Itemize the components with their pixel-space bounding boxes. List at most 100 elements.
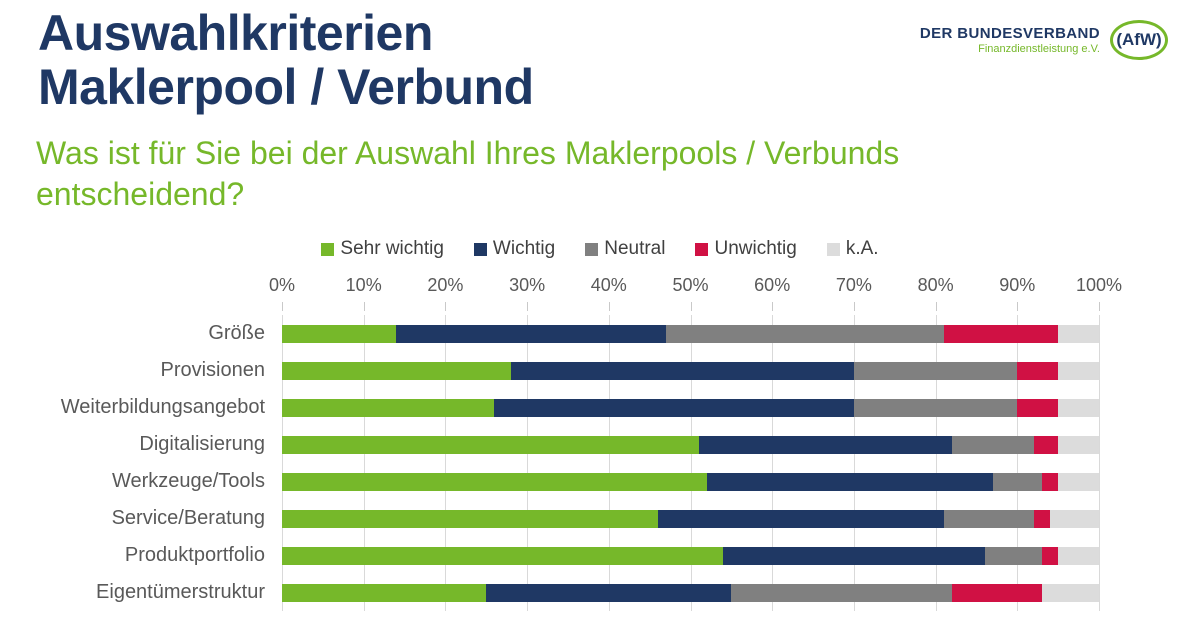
category-label: Werkzeuge/Tools <box>111 470 265 492</box>
category-label: Produktportfolio <box>124 544 265 566</box>
bar-segment-neutral <box>984 546 1042 565</box>
bar-segment-k-a <box>1058 546 1099 565</box>
bar-segment-sehr-wichtig <box>282 546 724 565</box>
bar-segment-neutral <box>943 509 1034 528</box>
bar-rows: Größe Provisionen Weiterbildungsangebot Dig… <box>61 315 1099 611</box>
bar-segment-wichtig <box>706 472 993 491</box>
bar-segment-k-a <box>1058 398 1099 417</box>
bar-segment-wichtig <box>396 324 666 343</box>
bar-segment-neutral <box>992 472 1042 491</box>
legend-label: Unwichtig <box>714 238 797 259</box>
category-label: Service/Beratung <box>111 507 265 529</box>
stacked-bar <box>282 472 1099 491</box>
axis-tick <box>608 302 610 311</box>
category-label: Weiterbildungsangebot <box>60 396 265 418</box>
survey-question: Was ist für Sie bei der Auswahl Ihres Ma… <box>36 135 900 212</box>
stacked-bar <box>282 324 1099 343</box>
axis-tick <box>1017 302 1019 311</box>
stacked-bar <box>282 398 1099 417</box>
gridline <box>690 315 692 611</box>
bar-segment-wichtig <box>698 435 952 454</box>
gridline <box>527 315 529 611</box>
legend-swatch <box>826 242 840 256</box>
legend-swatch <box>585 242 599 256</box>
stacked-bar <box>282 509 1099 528</box>
gridline <box>1099 315 1100 611</box>
stacked-bar <box>282 583 1099 602</box>
axis-tick <box>935 302 937 311</box>
legend-item: k.A. <box>826 238 879 260</box>
axis-tick <box>527 302 529 311</box>
bar-segment-sehr-wichtig <box>282 361 511 380</box>
axis-tick <box>853 302 855 311</box>
bar-segment-unwichtig <box>1041 472 1059 491</box>
bar-segment-neutral <box>853 361 1018 380</box>
bar-segment-k-a <box>1058 361 1099 380</box>
bar-segment-k-a <box>1041 583 1099 602</box>
bar-segment-unwichtig <box>943 324 1059 343</box>
bar-segment-k-a <box>1058 435 1099 454</box>
x-axis-label: 50% <box>672 275 709 295</box>
category-label: Eigentümerstruktur <box>96 581 265 603</box>
category-label: Digitalisierung <box>139 433 265 455</box>
legend-item: Sehr wichtig <box>321 238 444 260</box>
axis-tick <box>690 302 692 311</box>
bar-segment-sehr-wichtig <box>282 583 487 602</box>
afw-logo-badge: (AfW) <box>1110 20 1168 60</box>
bar-segment-neutral <box>951 435 1034 454</box>
axis-tick <box>363 302 365 311</box>
bar-row: Weiterbildungsangebot <box>61 389 1099 426</box>
stacked-bar-chart: 0% 10% 20% 30% 40% 50% 60% 70% 80% 90% 100% Größe Pr… <box>61 275 1122 611</box>
legend-item: Neutral <box>585 238 665 260</box>
bar-segment-sehr-wichtig <box>282 472 707 491</box>
bar-segment-unwichtig <box>1017 398 1059 417</box>
x-axis-label: 10% <box>345 275 382 295</box>
gridline <box>772 315 774 611</box>
legend-label: Wichtig <box>492 238 556 259</box>
bar-segment-wichtig <box>486 583 732 602</box>
x-axis-label: 90% <box>999 275 1036 295</box>
bar-segment-sehr-wichtig <box>282 398 495 417</box>
gridline <box>445 315 447 611</box>
x-axis-label: 70% <box>835 275 872 295</box>
afw-logo: DER BUNDESVERBAND Finanzdienstleistung e… <box>920 20 1168 60</box>
gridline <box>1017 315 1019 611</box>
bar-row: Eigentümerstruktur <box>96 574 1099 611</box>
gridline <box>608 315 610 611</box>
category-label: Provisionen <box>160 359 265 381</box>
stacked-bar <box>282 361 1099 380</box>
gridline <box>363 315 365 611</box>
bar-row: Service/Beratung <box>112 500 1099 537</box>
stacked-bar <box>282 546 1099 565</box>
bar-segment-sehr-wichtig <box>282 509 658 528</box>
afw-logo-text: DER BUNDESVERBAND Finanzdienstleistung e… <box>920 25 1100 55</box>
axis-tick <box>1099 302 1100 311</box>
bar-segment-wichtig <box>723 546 985 565</box>
page-title-line1: Auswahlkriterien <box>38 5 433 61</box>
bar-row: Werkzeuge/Tools <box>112 463 1099 500</box>
bar-segment-k-a <box>1058 324 1099 343</box>
stacked-bar <box>282 435 1099 454</box>
chart-legend: Sehr wichtig Wichtig Neutral Unwichtig k.A. <box>0 238 1200 260</box>
gridline <box>853 315 855 611</box>
bar-row: Produktportfolio <box>125 537 1099 574</box>
bar-row: Digitalisierung <box>139 426 1099 463</box>
afw-logo-name: DER BUNDESVERBAND <box>919 25 1100 42</box>
gridline <box>935 315 937 611</box>
bar-segment-neutral <box>665 324 944 343</box>
legend-item: Wichtig <box>473 238 556 260</box>
bar-segment-wichtig <box>494 398 854 417</box>
x-axis-label: 20% <box>427 275 464 295</box>
x-axis-label: 30% <box>509 275 546 295</box>
bar-segment-wichtig <box>657 509 944 528</box>
bar-segment-sehr-wichtig <box>282 324 397 343</box>
bar-row: Provisionen <box>160 352 1099 389</box>
bar-segment-sehr-wichtig <box>282 435 699 454</box>
category-label: Größe <box>208 322 265 344</box>
axis-tick <box>282 302 283 311</box>
bar-segment-unwichtig <box>1017 361 1059 380</box>
afw-logo-subname: Finanzdienstleistung e.V. <box>978 43 1100 55</box>
bar-segment-k-a <box>1058 472 1099 491</box>
legend-item: Unwichtig <box>695 238 797 260</box>
